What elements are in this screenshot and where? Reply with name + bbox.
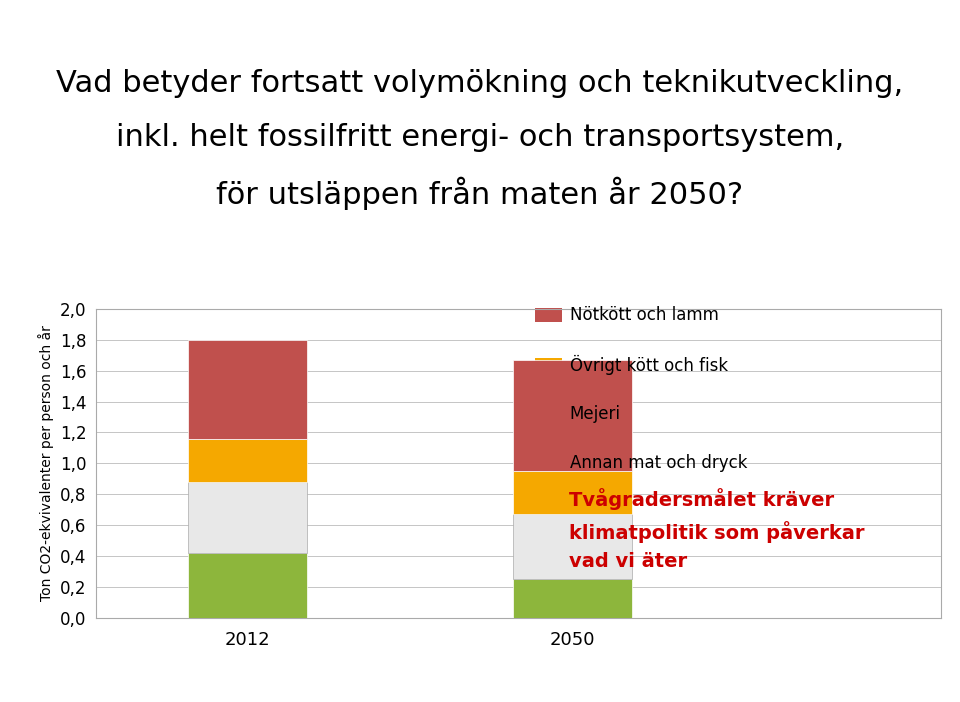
FancyBboxPatch shape [536,357,562,371]
Y-axis label: Ton CO2-ekvivalenter per person och år: Ton CO2-ekvivalenter per person och år [38,326,54,601]
Text: Vad betyder fortsatt volymökning och teknikutveckling,: Vad betyder fortsatt volymökning och tek… [57,69,903,98]
Text: Övrigt kött och fisk: Övrigt kött och fisk [569,355,728,375]
Bar [513,515,632,579]
Text: för utsläppen från maten år 2050?: för utsläppen från maten år 2050? [216,177,744,210]
Bar [188,553,307,618]
Bar [513,360,632,471]
Bar [188,340,307,439]
Text: Tvågradersmålet kräver
klimatpolitik som påverkar
vad vi äter: Tvågradersmålet kräver klimatpolitik som… [569,488,865,571]
FancyBboxPatch shape [536,308,562,322]
Bar [513,579,632,618]
Text: CHALMERS: CHALMERS [24,11,169,35]
FancyBboxPatch shape [536,407,562,420]
Text: Annan mat och dryck: Annan mat och dryck [569,454,747,472]
Text: inkl. helt fossilfritt energi- och transportsystem,: inkl. helt fossilfritt energi- och trans… [116,123,844,152]
Text: Mejeri: Mejeri [569,405,620,423]
Bar [188,439,307,482]
FancyBboxPatch shape [536,456,562,470]
Bar [188,482,307,553]
Text: Nötkött och lamm: Nötkött och lamm [569,306,718,324]
Bar [513,471,632,515]
